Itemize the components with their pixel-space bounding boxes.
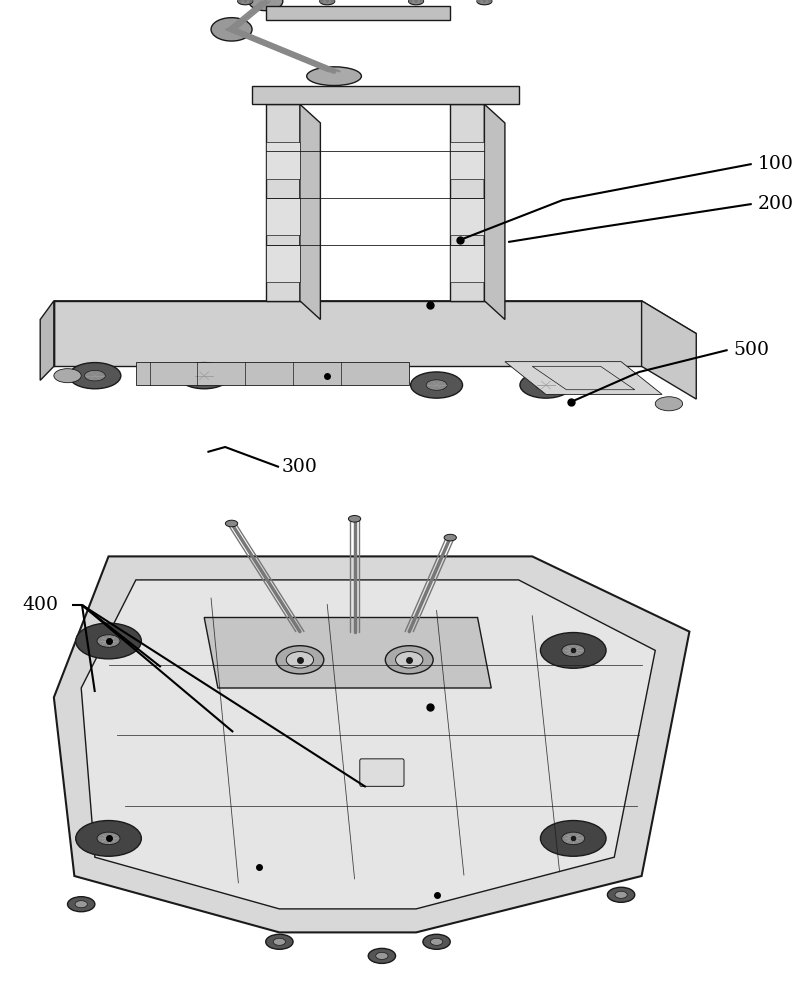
Polygon shape: [40, 301, 54, 380]
Ellipse shape: [306, 67, 361, 86]
Polygon shape: [265, 245, 300, 282]
Ellipse shape: [561, 832, 584, 845]
Ellipse shape: [238, 0, 252, 5]
Ellipse shape: [654, 397, 682, 411]
Ellipse shape: [97, 832, 120, 845]
Polygon shape: [641, 301, 695, 399]
Polygon shape: [81, 580, 654, 909]
Polygon shape: [265, 6, 450, 20]
Ellipse shape: [540, 633, 605, 668]
Ellipse shape: [600, 378, 627, 392]
Text: 400: 400: [22, 596, 59, 614]
Polygon shape: [252, 86, 518, 104]
Ellipse shape: [430, 938, 442, 945]
Ellipse shape: [75, 623, 141, 659]
Ellipse shape: [67, 897, 95, 912]
Ellipse shape: [348, 516, 361, 522]
Ellipse shape: [265, 934, 293, 949]
Polygon shape: [450, 245, 483, 282]
Ellipse shape: [84, 370, 105, 381]
Ellipse shape: [395, 652, 422, 668]
Ellipse shape: [248, 0, 283, 11]
Ellipse shape: [614, 891, 626, 898]
Ellipse shape: [408, 0, 423, 5]
Polygon shape: [483, 104, 504, 320]
Polygon shape: [204, 618, 491, 688]
Ellipse shape: [607, 887, 634, 902]
Polygon shape: [450, 104, 483, 301]
Ellipse shape: [535, 380, 556, 390]
Ellipse shape: [194, 370, 214, 381]
Ellipse shape: [273, 938, 285, 945]
Polygon shape: [136, 362, 409, 385]
Polygon shape: [265, 104, 300, 301]
Polygon shape: [450, 142, 483, 179]
Ellipse shape: [75, 821, 141, 856]
Ellipse shape: [225, 520, 238, 527]
Ellipse shape: [97, 635, 120, 647]
Ellipse shape: [422, 934, 450, 949]
Ellipse shape: [443, 534, 456, 541]
Ellipse shape: [385, 646, 433, 674]
Polygon shape: [54, 301, 695, 334]
Ellipse shape: [561, 644, 584, 657]
Text: 500: 500: [732, 341, 768, 359]
Ellipse shape: [476, 0, 491, 5]
Ellipse shape: [410, 372, 462, 398]
Polygon shape: [265, 198, 300, 235]
Ellipse shape: [320, 0, 334, 5]
Ellipse shape: [75, 901, 88, 908]
Polygon shape: [300, 104, 320, 320]
Polygon shape: [54, 556, 689, 932]
Ellipse shape: [368, 948, 395, 963]
Polygon shape: [265, 142, 300, 179]
Ellipse shape: [275, 646, 324, 674]
Ellipse shape: [540, 821, 605, 856]
Ellipse shape: [178, 363, 230, 389]
Ellipse shape: [520, 372, 571, 398]
Ellipse shape: [426, 380, 446, 390]
Ellipse shape: [69, 363, 120, 389]
Text: 200: 200: [756, 195, 793, 213]
Ellipse shape: [54, 369, 81, 383]
FancyBboxPatch shape: [359, 759, 403, 786]
Ellipse shape: [210, 18, 252, 41]
Ellipse shape: [375, 952, 388, 959]
Polygon shape: [504, 362, 662, 394]
Text: 100: 100: [756, 155, 793, 173]
Polygon shape: [450, 198, 483, 235]
Text: 300: 300: [281, 458, 317, 476]
Ellipse shape: [286, 652, 313, 668]
Polygon shape: [54, 301, 641, 366]
